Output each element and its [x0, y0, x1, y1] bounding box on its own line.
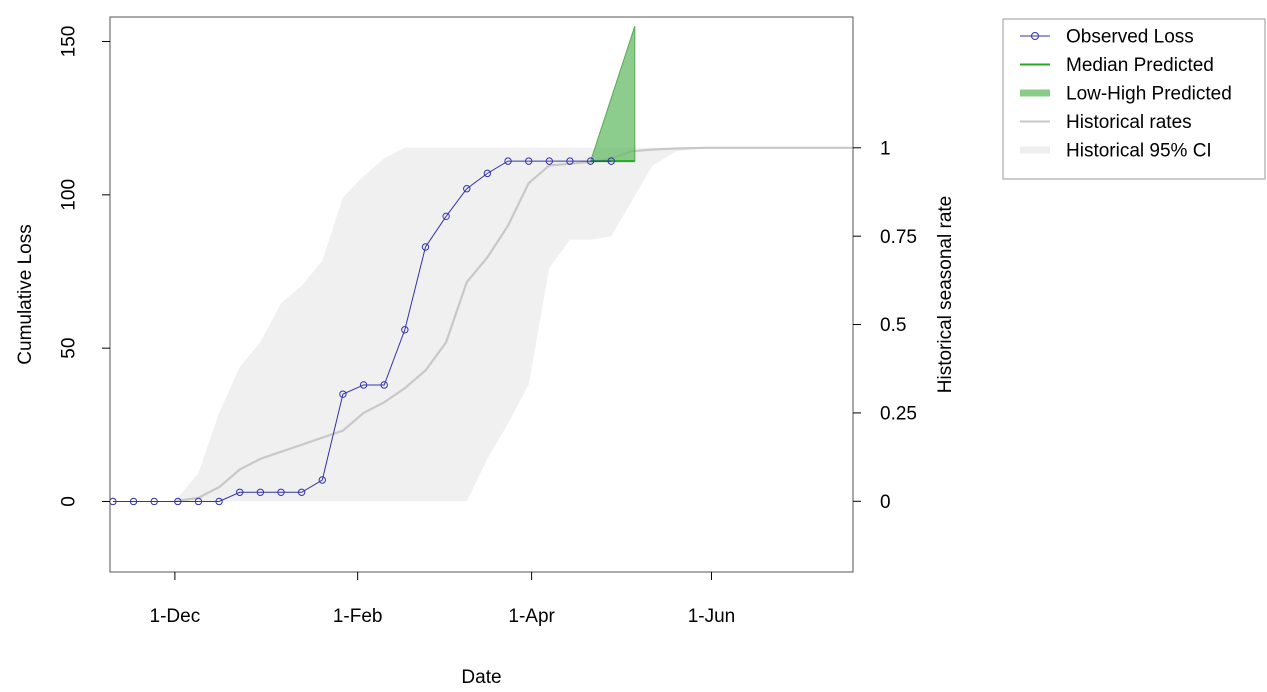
observed-loss-point [339, 390, 347, 398]
y2-axis-title: Historical seasonal rate [935, 196, 956, 393]
observed-loss-point [463, 185, 471, 193]
observed-loss-point [236, 488, 244, 496]
observed-loss-point [215, 497, 223, 506]
x-tick-label: 1-Jun [688, 606, 736, 627]
x-axis-title: Date [461, 667, 501, 688]
y-tick-label: 50 [59, 338, 80, 359]
historical-rates-line [174, 146, 853, 503]
low-high-predicted-band [589, 26, 636, 162]
observed-loss-line [112, 160, 612, 502]
y2-tick-label: 0.5 [880, 315, 906, 336]
historical-ci-band [174, 147, 853, 502]
prediction-layer [589, 26, 636, 163]
legend-label: Median Predicted [1066, 55, 1214, 76]
legend-label: Low-High Predicted [1066, 84, 1232, 105]
observed-loss-point [129, 497, 138, 506]
observed-loss-point [297, 488, 306, 496]
observed-loss-point [586, 157, 595, 165]
y-tick-label: 100 [59, 179, 80, 211]
x-tick-label: 1-Feb [333, 606, 383, 627]
observed-loss-point [421, 243, 430, 251]
observed-loss-point [194, 497, 203, 506]
x-tick-label: 1-Dec [150, 606, 201, 627]
observed-loss-point [504, 157, 512, 165]
legend-marker-observed-loss [1031, 32, 1039, 40]
x-axis: 1-Dec 1-Feb 1-Apr 1-Jun [150, 572, 736, 627]
observed-loss-point [566, 157, 574, 165]
y2-tick-label: 1 [880, 138, 891, 159]
observed-loss-point [380, 381, 388, 389]
observed-loss-point [545, 157, 554, 165]
observed-loss-layer [109, 157, 615, 506]
observed-loss-point [483, 169, 492, 178]
observed-loss-point [607, 157, 615, 165]
plot-frame [109, 16, 854, 573]
historical-ci-band-layer [174, 147, 853, 502]
y2-tick-label: 0.25 [880, 404, 917, 425]
observed-loss-point [442, 212, 450, 221]
observed-loss-point [318, 476, 326, 484]
y2-tick-label: 0 [880, 492, 891, 513]
y-axis-right: 0 0.25 0.5 0.75 1 [853, 138, 917, 513]
observed-loss-point [359, 381, 368, 389]
y-axis-left: 0 50 100 150 [59, 26, 110, 507]
x-tick-label: 1-Apr [508, 606, 555, 627]
legend-label: Historical rates [1066, 112, 1192, 133]
observed-loss-point [174, 497, 182, 506]
observed-loss-point [277, 488, 285, 496]
y2-tick-label: 0.75 [880, 227, 917, 248]
historical-rates-layer [174, 146, 853, 503]
legend-label: Historical 95% CI [1066, 141, 1212, 162]
y-axis-title: Cumulative Loss [15, 224, 36, 364]
legend-label: Observed Loss [1066, 27, 1194, 48]
observed-loss-point [401, 326, 409, 334]
legend: Observed Loss Median Predicted Low-High Pr… [1002, 18, 1266, 180]
observed-loss-point [524, 157, 533, 165]
y-tick-label: 0 [59, 496, 80, 507]
observed-loss-point [150, 497, 158, 506]
observed-loss-point [256, 488, 265, 496]
y-tick-label: 150 [59, 26, 80, 58]
